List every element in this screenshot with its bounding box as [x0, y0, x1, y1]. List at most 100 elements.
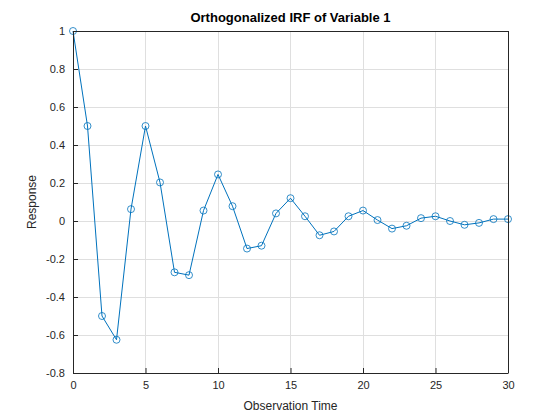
y-grid-line [73, 145, 508, 146]
series-marker [99, 313, 106, 320]
series-marker [215, 171, 222, 178]
series-marker [476, 219, 483, 226]
series-marker [360, 207, 367, 214]
y-tick: 0.8 [50, 63, 78, 75]
series-marker [84, 123, 91, 130]
y-tick-mark [73, 259, 78, 260]
series-marker [200, 207, 207, 214]
y-tick-label: -0.4 [46, 291, 65, 303]
y-grid-line [73, 69, 508, 70]
series-marker [345, 213, 352, 220]
x-tick: 10 [212, 368, 224, 391]
chart-title: Orthogonalized IRF of Variable 1 [190, 10, 390, 25]
series-marker [258, 242, 265, 249]
x-tick-label: 20 [357, 379, 369, 391]
series-marker [331, 228, 338, 235]
x-tick: 15 [285, 368, 297, 391]
series-marker [403, 222, 410, 229]
x-axis: 051015202530 [70, 368, 514, 391]
x-axis-line [74, 373, 509, 374]
y-tick-mark [73, 183, 78, 184]
series-line [73, 31, 508, 340]
y-tick-mark [73, 297, 78, 298]
x-tick-label: 30 [502, 379, 514, 391]
series-marker [374, 217, 381, 224]
y-tick-label: -0.6 [46, 329, 65, 341]
plot-background [73, 31, 508, 373]
series-marker [389, 225, 396, 232]
y-tick-mark [73, 373, 78, 374]
y-grid-line [73, 297, 508, 298]
y-tick: 0.4 [50, 139, 78, 151]
y-tick-mark [73, 69, 78, 70]
y-grid-line [73, 107, 508, 108]
x-axis-title: Observation Time [243, 399, 337, 413]
x-grid-line [218, 31, 219, 373]
data-series [70, 28, 512, 344]
y-axis: -0.8 -0.6 -0.4 -0.2 0 0.2 0.4 0.6 0.8 1 [46, 25, 78, 379]
y-tick-label: 0.4 [50, 139, 65, 151]
series-marker [157, 179, 164, 186]
y-tick: -0.6 [46, 329, 78, 341]
y-tick-label: 1 [59, 25, 65, 37]
x-tick-mark [218, 368, 219, 373]
x-tick-mark [146, 368, 147, 373]
series-marker [186, 272, 193, 279]
y-grid-line [73, 221, 508, 222]
y-tick-mark [73, 221, 78, 222]
y-tick-mark [73, 145, 78, 146]
x-grid-line [145, 31, 146, 373]
y-axis-title: Response [25, 175, 39, 229]
x-tick-mark [291, 368, 292, 373]
series-marker [461, 221, 468, 228]
y-tick-mark [73, 107, 78, 108]
series-marker [418, 215, 425, 222]
series-marker [128, 206, 135, 213]
y-tick-label: 0.8 [50, 63, 65, 75]
series-marker [316, 232, 323, 239]
y-grid-line [73, 259, 508, 260]
grid [73, 31, 508, 373]
series-marker [244, 245, 251, 252]
frame-top [73, 31, 508, 32]
series-marker [302, 213, 309, 220]
x-grid-line [363, 31, 364, 373]
y-tick-label: -0.8 [46, 367, 65, 379]
series-marker [432, 213, 439, 220]
series-marker [142, 123, 149, 130]
y-tick: -0.2 [46, 253, 78, 265]
x-tick: 25 [430, 368, 442, 391]
y-tick-label: 0 [59, 215, 65, 227]
series-marker [113, 336, 120, 343]
series-marker [287, 195, 294, 202]
x-tick-mark [363, 368, 364, 373]
x-tick-label: 10 [212, 379, 224, 391]
series-marker [490, 216, 497, 223]
x-tick-mark [436, 368, 437, 373]
y-tick-label: 0.2 [50, 177, 65, 189]
x-grid-line [435, 31, 436, 373]
x-tick: 5 [143, 368, 149, 391]
x-tick-label: 5 [143, 379, 149, 391]
plot-area: 0 5 10 15 20 25 30 -0.8 -0.6 -0.4 -0.2 0 0.2 0.4 0.6 0.… [46, 25, 515, 391]
y-grid-line [73, 31, 508, 32]
y-grid-line [73, 335, 508, 336]
x-grid-line [73, 31, 74, 373]
chart: 0 5 10 15 20 25 30 -0.8 -0.6 -0.4 -0.2 0 0.2 0.4 0.6 0.… [0, 0, 560, 420]
y-tick-label: 0.6 [50, 101, 65, 113]
x-grid-line [508, 31, 509, 373]
y-tick: 0.6 [50, 101, 78, 113]
y-tick-label: -0.2 [46, 253, 65, 265]
y-tick: 0 [59, 215, 78, 227]
x-tick-label: 25 [430, 379, 442, 391]
frame-right [508, 31, 509, 373]
x-tick: 20 [357, 368, 369, 391]
y-tick: -0.8 [46, 367, 78, 379]
series-marker [447, 218, 454, 225]
x-tick-label: 15 [285, 379, 297, 391]
series-marker [273, 210, 280, 217]
y-tick: -0.4 [46, 291, 78, 303]
y-grid-line [73, 183, 508, 184]
series-marker [171, 269, 178, 276]
y-tick: 0.2 [50, 177, 78, 189]
